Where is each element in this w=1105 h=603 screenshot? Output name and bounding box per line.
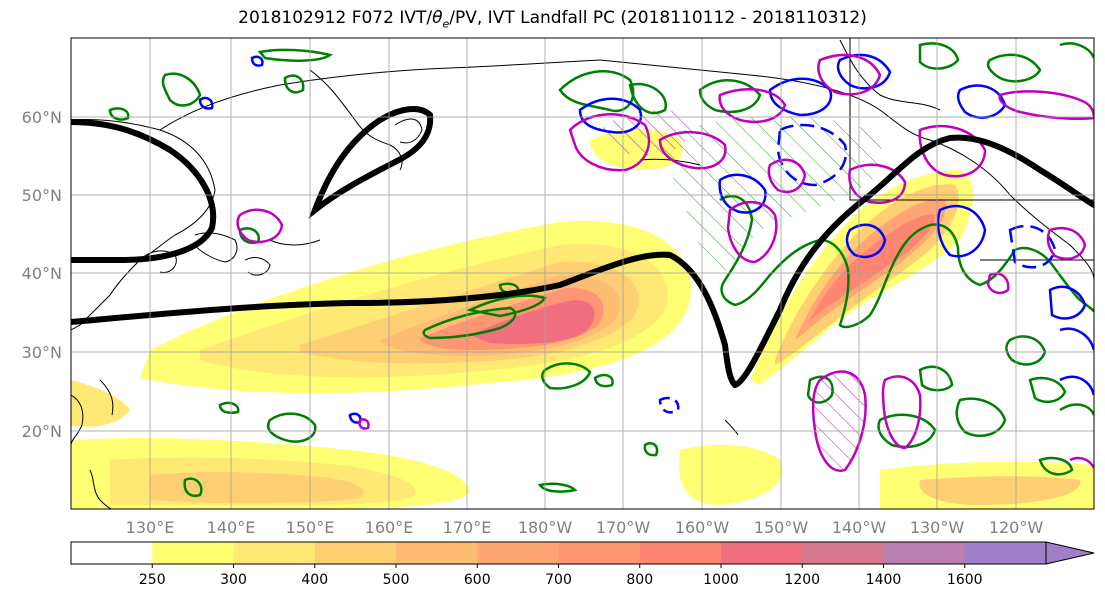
magenta-contours	[236, 53, 1094, 473]
colorbar-tick-label: 800	[626, 572, 653, 588]
lat-label: 50°N	[22, 186, 62, 205]
title-prefix: 2018102912 F072 IVT/	[238, 8, 433, 28]
colorbar-tick-label: 700	[545, 572, 572, 588]
colorbar-swatch	[71, 542, 153, 564]
colorbar-tick-label: 1200	[784, 572, 820, 588]
colorbar-tick-label: 1400	[866, 572, 902, 588]
colorbar-tick-label: 250	[139, 572, 166, 588]
colorbar-swatch	[883, 542, 966, 564]
lon-label: 130°E	[126, 518, 175, 537]
lat-label: 30°N	[22, 343, 62, 362]
colorbar-tick-label: 300	[220, 572, 247, 588]
colorbar-swatch	[964, 542, 1046, 564]
lon-label: 170°E	[443, 518, 492, 537]
lon-label: 160°E	[365, 518, 414, 537]
title-suffix: /PV, IVT Landfall PC (2018110112 - 20181…	[449, 8, 867, 28]
map-content	[71, 38, 1094, 509]
colorbar-tick-label: 600	[464, 572, 491, 588]
lat-label: 20°N	[22, 422, 62, 441]
colorbar-swatch	[721, 542, 803, 564]
colorbar-swatch	[152, 542, 234, 564]
title-theta-sub: e	[442, 17, 450, 31]
lat-label: 40°N	[22, 264, 62, 283]
title-theta: θ	[432, 8, 443, 28]
map-frame	[70, 37, 1095, 510]
lat-labels: 60°N 50°N 40°N 30°N 20°N	[22, 108, 62, 441]
colorbar-tick-label: 1000	[703, 572, 739, 588]
colorbar-tick-label: 1600	[947, 572, 983, 588]
lon-label: 160°W	[675, 518, 730, 537]
lon-label: 140°E	[207, 518, 256, 537]
gridlines	[71, 38, 1094, 509]
colorbar-swatch	[396, 542, 478, 564]
colorbar-swatch	[314, 542, 397, 564]
colorbar-tick-label: 500	[383, 572, 410, 588]
lon-label: 180°W	[518, 518, 573, 537]
colorbar-swatch	[233, 542, 316, 564]
lon-label: 120°W	[989, 518, 1044, 537]
lon-label: 140°W	[832, 518, 887, 537]
green-contours	[108, 42, 1094, 497]
colorbar-swatch	[639, 542, 722, 564]
colorbar-extend-arrow	[1046, 542, 1094, 564]
colorbar: 250 300 400 500 600 700 800 1000 1200 1400 1600	[70, 541, 1095, 588]
colorbar-swatch	[558, 542, 641, 564]
lon-labels: 130°E 140°E 150°E 160°E 170°E 180°W 170°…	[126, 518, 1044, 537]
colorbar-swatch	[477, 542, 559, 564]
lon-label: 130°W	[910, 518, 965, 537]
lon-label: 150°W	[754, 518, 809, 537]
hatched-region-magenta-south	[813, 371, 866, 471]
lon-label: 150°E	[286, 518, 335, 537]
hatched-region-green	[659, 116, 883, 275]
map-title: 2018102912 F072 IVT/θe/PV, IVT Landfall …	[0, 8, 1105, 30]
colorbar-swatch	[802, 542, 884, 564]
lon-label: 170°W	[596, 518, 651, 537]
lat-label: 60°N	[22, 108, 62, 127]
colorbar-tick-label: 400	[301, 572, 328, 588]
